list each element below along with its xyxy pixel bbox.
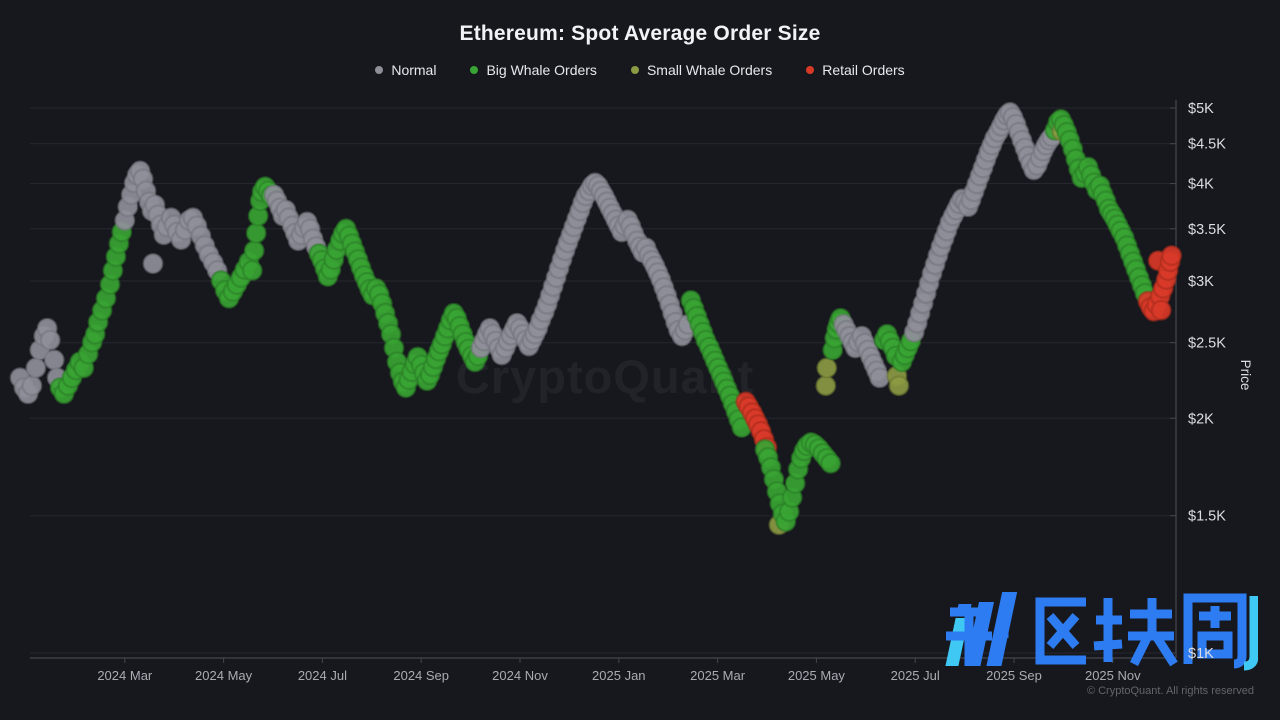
- copyright: © CryptoQuant. All rights reserved: [1086, 685, 1254, 697]
- data-point-normal: [142, 253, 164, 275]
- data-point-normal: [21, 375, 43, 397]
- blockweekly-logo-kan: [946, 596, 1258, 671]
- data-point-big_whale: [241, 260, 263, 282]
- legend-dot-small_whale: [630, 66, 639, 74]
- chart-title: Ethereum: Spot Average Order Size: [459, 22, 821, 45]
- legend-label-small_whale: Small Whale Orders: [646, 62, 773, 78]
- legend-dot-normal: [375, 66, 384, 74]
- x-axis-label: 2025 Sep: [986, 668, 1042, 683]
- legend: Normal Big Whale Orders Small Whale Orders…: [0, 62, 1280, 78]
- data-point-big_whale: [245, 222, 267, 244]
- blockweekly-logo: 区块周刊: [936, 588, 1258, 672]
- x-axis-label: 2025 Jul: [891, 668, 940, 683]
- data-point-small_whale: [816, 357, 838, 379]
- legend-label-normal: Normal: [391, 62, 437, 78]
- data-point-normal: [43, 349, 65, 371]
- x-axis-label: 2025 Mar: [690, 668, 746, 683]
- x-axis-label: 2025 May: [788, 668, 846, 683]
- data-point-normal: [25, 357, 47, 379]
- legend-label-retail: Retail Orders: [822, 62, 905, 78]
- legend-dot-retail: [806, 66, 815, 74]
- x-axis-label: 2025 Nov: [1085, 668, 1141, 683]
- x-axis-label: 2024 Nov: [492, 668, 548, 683]
- data-point-normal: [39, 329, 61, 351]
- data-point-big_whale: [820, 452, 842, 474]
- data-point-normal: [869, 367, 891, 389]
- data-point-retail: [1150, 299, 1172, 321]
- x-axis-label: 2025 Jan: [592, 668, 646, 683]
- legend-item-big_whale[interactable]: Big Whale Orders: [470, 62, 597, 78]
- legend-item-normal[interactable]: Normal: [375, 62, 436, 78]
- x-axis-label: 2024 Jul: [298, 668, 347, 683]
- data-point-small_whale: [815, 375, 837, 397]
- x-axis-label: 2024 Sep: [393, 668, 449, 683]
- legend-label-big_whale: Big Whale Orders: [486, 62, 597, 78]
- legend-item-small_whale[interactable]: Small Whale Orders: [630, 62, 773, 78]
- x-axis-label: 2024 Mar: [97, 668, 153, 683]
- legend-item-retail[interactable]: Retail Orders: [806, 62, 905, 78]
- data-point-small_whale: [888, 375, 910, 397]
- data-point-big_whale: [243, 240, 265, 262]
- data-point-retail: [1161, 245, 1183, 267]
- x-axis-label: 2024 May: [195, 668, 253, 683]
- legend-dot-big_whale: [470, 66, 479, 74]
